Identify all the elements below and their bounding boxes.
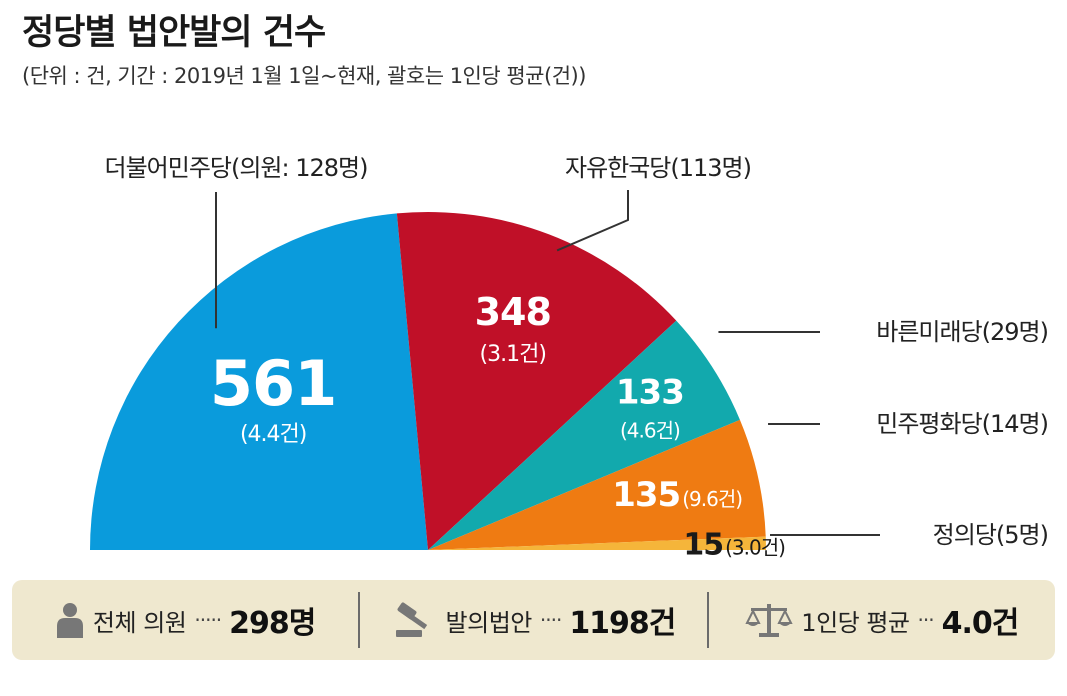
avg-dots: ··· — [917, 608, 935, 632]
summary-bar: 전체 의원 ····· 298명 발의법안 ···· 1198건 — [12, 580, 1055, 660]
members-value: 298명 — [229, 606, 316, 641]
pie-slice — [428, 536, 766, 550]
party-name-label: 바른미래당(29명) — [876, 318, 1048, 346]
slice-value-label: 135 — [612, 475, 680, 515]
scale-icon — [745, 601, 793, 639]
leader-lines — [215, 190, 880, 536]
bills-dots: ···· — [539, 608, 562, 632]
person-icon — [55, 602, 85, 638]
slice-value-label: 561 — [210, 347, 336, 420]
chart-subtitle: (단위 : 건, 기간 : 2019년 1월 1일~현재, 괄호는 1인당 평균… — [22, 64, 586, 88]
bills-value: 1198건 — [569, 606, 676, 641]
slice-per-capita-label: (9.6건) — [682, 487, 742, 511]
party-name-label: 자유한국당(113명) — [565, 154, 751, 182]
slice-per-capita-label: (4.6건) — [620, 419, 680, 443]
summary-members: 전체 의원 ····· 298명 — [12, 580, 358, 660]
slice-value-label: 348 — [475, 290, 551, 334]
slice-per-capita-label: (3.1건) — [480, 342, 546, 367]
leader-line — [556, 190, 629, 252]
bills-label: 발의법안 — [445, 608, 533, 637]
chart-title: 정당별 법안발의 건수 — [22, 13, 326, 53]
party-name-label: 민주평화당(14명) — [876, 410, 1048, 438]
pie-slices — [90, 212, 766, 550]
pie-slice — [428, 320, 740, 550]
pie-slice — [428, 419, 766, 550]
avg-value: 4.0건 — [941, 606, 1020, 641]
gavel-icon — [392, 600, 438, 640]
party-name-label: 더불어민주당(의원: 128명) — [105, 154, 368, 182]
summary-average: 1인당 평균 ··· 4.0건 — [709, 580, 1055, 660]
semicircle-pie-chart: 561(4.4건) 348 (3.1건) 133 (4.6건) 135 (9.6건) 15 (3… — [90, 154, 1049, 563]
avg-label: 1인당 평균 — [801, 608, 910, 637]
slice-per-capita-label: (4.4건) — [240, 422, 306, 447]
pie-slice — [90, 213, 428, 550]
slice-value-label: 133 — [616, 373, 684, 413]
summary-divider — [358, 592, 361, 648]
slice-per-capita-label: (3.0건) — [725, 536, 785, 560]
pie-slice — [396, 212, 677, 550]
members-label: 전체 의원 — [92, 608, 187, 637]
party-name-label: 정의당(5명) — [933, 521, 1048, 549]
slice-labels: 561(4.4건) 348 (3.1건) 133 (4.6건) 135 (9.6건) 15 (3… — [105, 154, 1049, 563]
summary-divider — [706, 592, 709, 648]
summary-bills: 발의법안 ···· 1198건 — [360, 580, 706, 660]
slice-value-label: 15 — [683, 528, 723, 563]
members-dots: ····· — [194, 608, 222, 632]
